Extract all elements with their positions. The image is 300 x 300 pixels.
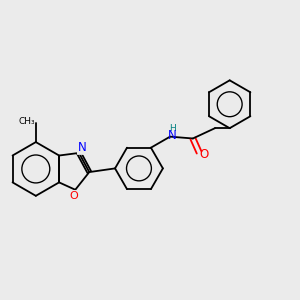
Text: O: O [69,190,78,201]
Text: N: N [77,141,86,154]
Text: N: N [168,129,177,142]
Text: H: H [169,124,176,133]
Text: O: O [200,148,209,161]
Text: CH₃: CH₃ [18,117,35,126]
